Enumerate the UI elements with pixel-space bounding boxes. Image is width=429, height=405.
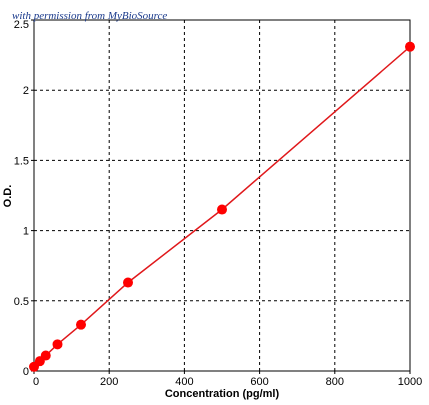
y-tick-label: 2 <box>23 85 29 97</box>
data-point <box>52 339 63 350</box>
y-tick-label: 0 <box>23 366 29 378</box>
y-tick-label: 1 <box>23 226 29 238</box>
data-point <box>123 277 133 288</box>
data-point <box>405 41 415 52</box>
watermark-text: with permission from MyBioSource <box>12 10 167 22</box>
data-point <box>40 350 51 361</box>
x-tick-label: 800 <box>326 376 344 388</box>
x-tick-label: 600 <box>250 376 268 388</box>
y-axis-title: O.D. <box>2 185 14 208</box>
data-point <box>217 204 227 215</box>
plot-area-frame <box>33 19 411 372</box>
tick-labels: 0 200 400 600 800 1000 0 0.5 1 1.5 2 2.5 <box>14 19 423 388</box>
x-axis-title: Concentration (pg/ml) <box>165 388 280 400</box>
y-tick-label: 0.5 <box>14 296 29 308</box>
data-points <box>29 41 415 372</box>
x-tick-label: 1000 <box>398 376 422 388</box>
y-tick-label: 2.5 <box>14 19 29 31</box>
x-tick-label: 0 <box>33 376 39 388</box>
y-tick-label: 1.5 <box>14 155 29 167</box>
x-tick-label: 400 <box>175 376 193 388</box>
data-point <box>76 319 86 330</box>
x-tick-label: 200 <box>100 376 118 388</box>
grid <box>34 20 410 371</box>
